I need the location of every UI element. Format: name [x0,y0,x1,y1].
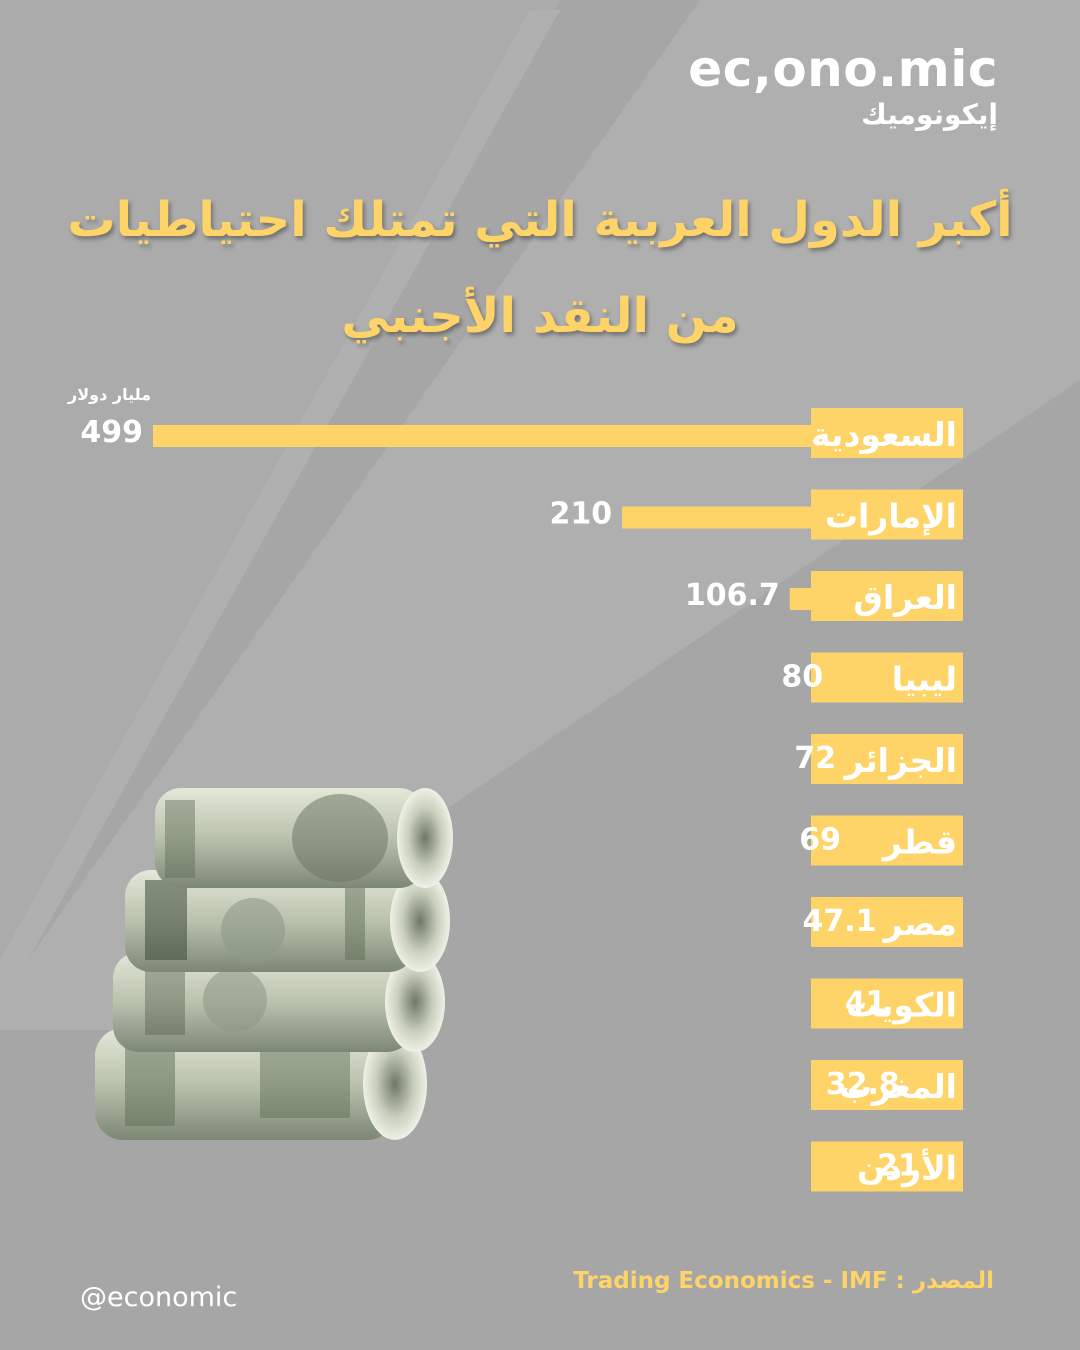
brand-name-arabic: إيكونوميك [861,98,998,131]
value-label-8: 32.8 [826,1067,900,1102]
chart-title-line-2: من النقد الأجنبي [341,288,739,344]
category-label-9: الأردن [857,1148,957,1188]
bar-label-box-1 [811,489,963,540]
value-label-3: 80 [781,660,823,695]
social-handle: @economic [80,1282,238,1313]
bar-label-box-2 [811,571,963,621]
bar-label-box-5 [811,815,963,866]
value-label-9: 21 [877,1149,919,1184]
value-label-7: 41 [845,986,887,1021]
value-label-6: 47.1 [803,904,877,939]
category-label-5: قطر [881,823,957,863]
bar-0 [153,425,963,447]
unit-label: مليار دولار [68,385,152,404]
source-note: المصدر : Trading Economics - IMF [573,1268,994,1294]
value-label-4: 72 [794,741,836,776]
category-label-1: الإمارات [825,497,957,536]
value-label-2: 106.7 [685,578,780,613]
value-label-0: 499 [80,415,143,450]
category-label-3: ليبيا [892,660,957,699]
chart-title: أكبر الدول العربية التي تمتلك احتياطيات … [0,172,1080,364]
value-label-5: 69 [799,823,841,858]
source-label: المصدر : [895,1268,994,1294]
bar-label-box-4 [811,734,963,784]
value-label-1: 210 [549,497,612,532]
category-label-6: مصر [882,904,957,944]
category-label-4: الجزائر [843,741,957,781]
bar-chart: السعودية 499 الإمارات 210 العراق 106.7 ليبيا 80… [80,408,963,1192]
bar-label-box-3 [811,652,963,703]
money-rolls-image [95,788,453,1140]
bar-label-box-9 [811,1141,963,1192]
brand-name-latin: ec,ono.mic [688,40,998,98]
bar-label-box-7 [811,978,963,1029]
brand-logo: ec,ono.mic إيكونوميك [688,44,998,131]
bar-label-box-6 [811,897,963,947]
bar-label-box-8 [811,1060,963,1110]
category-label-7: الكويت [846,986,957,1026]
bar-label-box-0 [811,408,963,458]
source-value: Trading Economics - IMF [573,1268,888,1294]
category-label-2: العراق [853,578,957,618]
chart-title-line-1: أكبر الدول العربية التي تمتلك احتياطيات [67,192,1013,248]
category-label-0: السعودية [811,415,957,455]
category-label-8: المغرب [839,1067,957,1107]
